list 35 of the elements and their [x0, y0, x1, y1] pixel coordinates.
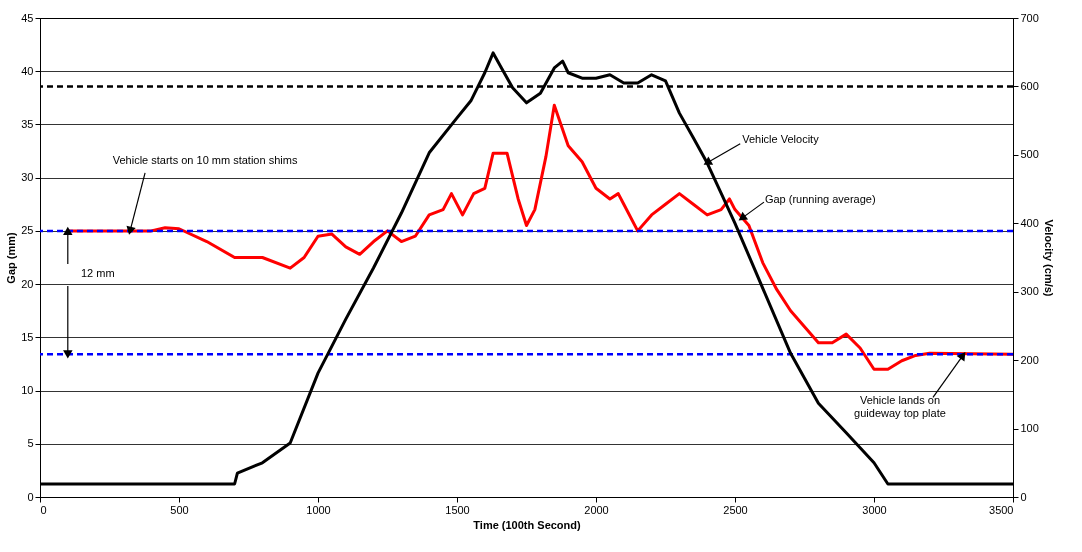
annotation: 12 mm	[80, 266, 115, 279]
y2-tick-label: 100	[1020, 422, 1039, 435]
line-series	[38, 51, 1015, 486]
annotation: Gap (running average)	[764, 193, 876, 206]
y-tick-label: 20	[21, 277, 34, 290]
x-tick-label: 2500	[723, 503, 748, 516]
y-tick-label: 25	[21, 224, 34, 237]
y-tick-label: 0	[27, 490, 34, 503]
y-tick-label: 15	[21, 330, 34, 343]
y-axis-title: Gap (mm)	[5, 232, 18, 284]
x-tick-label: 3000	[862, 503, 887, 516]
y2-tick-label: 200	[1020, 353, 1039, 366]
y-tick-label: 10	[21, 384, 34, 397]
y2-tick-label: 500	[1020, 148, 1039, 161]
x-tick-label: 1000	[306, 503, 331, 516]
y2-tick-label: 700	[1020, 11, 1039, 24]
annotation: Vehicle lands on guideway top plate	[854, 394, 946, 420]
y2-axis-title: Velocity (cm/s)	[1042, 219, 1055, 297]
y-tick-label: 40	[21, 64, 34, 77]
y2-tick-label: 300	[1020, 285, 1039, 298]
y-tick-label: 30	[21, 171, 34, 184]
x-axis-title: Time (100th Second)	[473, 518, 582, 531]
x-tick-label: 3500	[989, 503, 1014, 516]
y-tick-label: 5	[27, 437, 34, 450]
y-tick-label: 35	[21, 117, 34, 130]
x-tick-label: 2000	[584, 503, 609, 516]
annotation: Vehicle Velocity	[742, 132, 820, 145]
y2-tick-label: 400	[1020, 216, 1039, 229]
x-tick-label: 1500	[445, 503, 470, 516]
y2-tick-label: 600	[1020, 79, 1039, 92]
y-tick-label: 45	[21, 11, 34, 24]
annotation: Vehicle starts on 10 mm station shims	[112, 153, 298, 166]
x-tick-label: 500	[170, 503, 189, 516]
y2-tick-label: 0	[1020, 490, 1027, 503]
x-tick-label: 0	[40, 503, 47, 516]
